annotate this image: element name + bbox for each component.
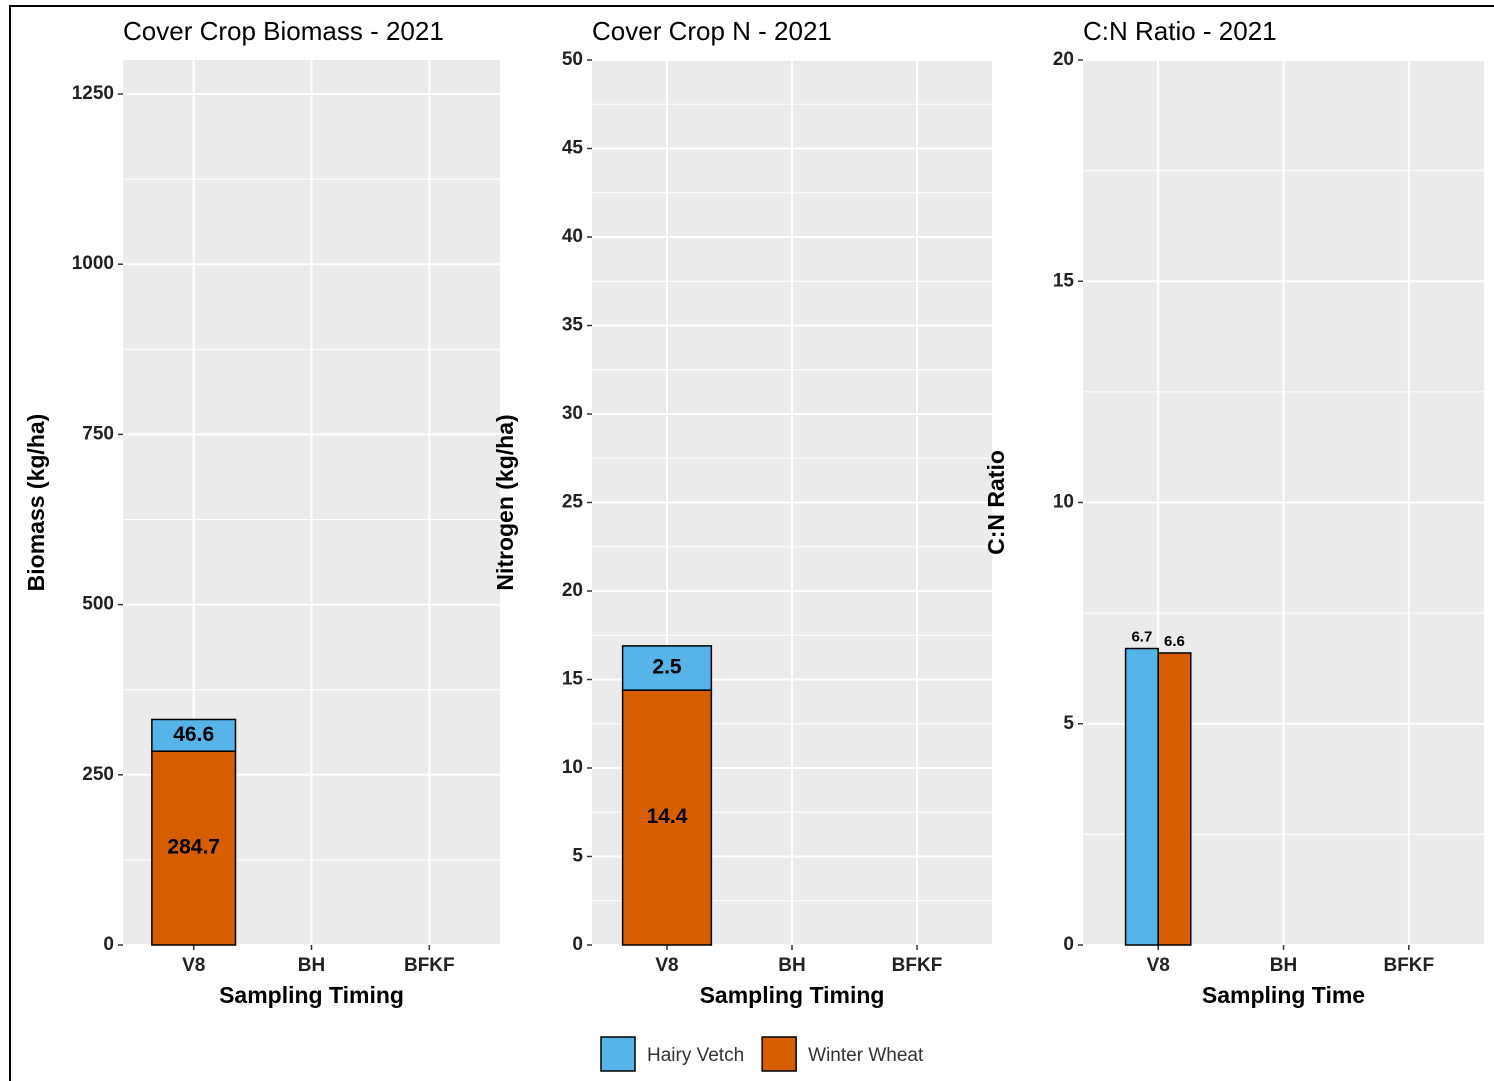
y-tick-label: 5 [572,846,583,867]
x-tick-label: BH [298,955,325,976]
legend-label: Winter Wheat [808,1045,924,1066]
legend-swatch [761,1036,797,1072]
x-axis-title: Sampling Timing [219,982,404,1008]
x-tick-label: BH [778,955,805,976]
x-tick-label: BFKF [1383,955,1434,976]
value-label: 2.5 [652,656,682,679]
y-tick-label: 25 [562,492,584,513]
value-label: 284.7 [167,836,220,859]
bar-segment [621,689,713,946]
y-tick-label: 1250 [72,83,114,104]
y-axis-title: Biomass (kg/ha) [23,414,49,592]
y-tick-label: 500 [82,594,114,615]
x-tick-label: V8 [182,955,205,976]
value-label: 6.6 [1164,633,1185,650]
y-tick-label: 0 [572,934,583,955]
value-label: 6.7 [1131,628,1152,645]
y-tick-label: 40 [562,226,583,247]
y-tick-label: 250 [82,764,114,785]
y-tick-label: 5 [1063,713,1074,734]
chart-title: Cover Crop N - 2021 [592,16,832,46]
y-tick-label: 20 [1053,49,1074,70]
chart-title: C:N Ratio - 2021 [1083,16,1277,46]
y-tick-label: 50 [562,49,583,70]
y-tick-label: 0 [103,934,114,955]
bar-segment [151,718,237,752]
y-tick-label: 10 [1053,492,1074,513]
y-tick-label: 30 [562,403,583,424]
x-tick-label: BFKF [892,955,943,976]
y-tick-label: 15 [562,669,584,690]
y-tick-label: 20 [562,580,583,601]
value-label: 14.4 [647,805,688,828]
bar-segment [621,645,713,691]
legend-label: Hairy Vetch [647,1045,744,1066]
chart-title: Cover Crop Biomass - 2021 [123,16,444,46]
y-axis-title: Nitrogen (kg/ha) [492,414,518,590]
y-tick-label: 1000 [72,253,114,274]
x-axis-title: Sampling Timing [700,982,885,1008]
value-label: 46.6 [173,723,214,746]
bar [1124,647,1159,946]
y-axis-title: C:N Ratio [983,450,1009,555]
y-tick-label: 45 [562,138,584,159]
y-tick-label: 750 [82,423,114,444]
y-tick-label: 0 [1063,934,1074,955]
x-axis-title: Sampling Time [1202,982,1365,1008]
x-tick-label: V8 [655,955,678,976]
bar [1157,652,1192,946]
y-tick-label: 15 [1053,270,1075,291]
frame [9,5,1494,1081]
y-tick-label: 10 [562,757,583,778]
x-tick-label: BFKF [404,955,455,976]
x-tick-label: BH [1270,955,1297,976]
y-tick-label: 35 [562,315,584,336]
legend-swatch [600,1036,636,1072]
x-tick-label: V8 [1147,955,1170,976]
